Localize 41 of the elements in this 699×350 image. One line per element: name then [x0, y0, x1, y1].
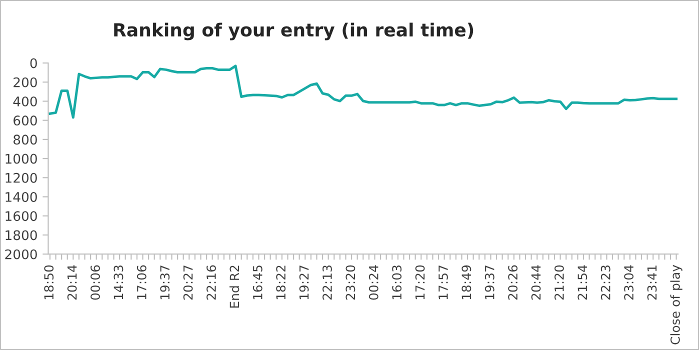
chart-title: Ranking of your entry (in real time) — [114, 22, 474, 40]
line-series — [48, 64, 678, 119]
x-tick-label: 17:20 — [415, 265, 425, 300]
y-tick-label: 0 — [30, 58, 37, 68]
x-tick-label: 00:06 — [90, 265, 100, 300]
x-tick-label: 19:27 — [299, 266, 309, 300]
x-tick-label: 00:24 — [368, 265, 378, 300]
x-tick-label: 18:50 — [44, 265, 54, 300]
x-tick-label: 20:14 — [67, 265, 77, 300]
x-tick-label: 23:20 — [346, 265, 356, 300]
y-tick-label: 1000 — [6, 154, 37, 164]
x-tick-label: 20:27 — [183, 266, 193, 300]
x-tick-label: 18:22 — [276, 266, 286, 300]
x-tick-label: 19:37 — [160, 266, 170, 300]
y-tick-label: 1400 — [6, 192, 37, 202]
y-tick-label: 1200 — [6, 172, 37, 183]
x-tick-label: 19:37 — [484, 266, 494, 300]
y-tick-label: 2000 — [5, 249, 37, 260]
y-tick-label: 1600 — [6, 211, 37, 222]
x-tick-label: 16:45 — [252, 266, 262, 300]
x-tick-label: 21:54 — [578, 265, 588, 300]
y-tick-label: 1800 — [6, 230, 37, 240]
x-tick-label: 14:33 — [114, 266, 124, 300]
x-tick-label: 21:20 — [554, 265, 564, 300]
y-tick-label: 800 — [14, 134, 37, 145]
x-tick-label: 22:23 — [600, 266, 610, 300]
x-tick-label: 23:41 — [647, 266, 657, 300]
x-tick-label: 22:16 — [206, 265, 216, 300]
x-tick-label: 17:06 — [136, 265, 146, 300]
y-tick-label: 200 — [14, 77, 37, 88]
x-tick-label: 22:13 — [322, 266, 332, 300]
y-tick-label: 600 — [14, 116, 37, 126]
x-tick-label: 20:44 — [531, 265, 541, 300]
x-tick-label: 18:49 — [462, 265, 472, 300]
x-tick-label: End R2 — [230, 266, 240, 308]
x-tick-label: 17:57 — [438, 266, 448, 300]
x-tick-label: Close of play — [670, 264, 682, 344]
x-tick-label: 16:03 — [392, 266, 402, 300]
x-tick-label: 23:04 — [624, 265, 634, 300]
y-tick-label: 400 — [13, 96, 37, 106]
x-tick-label: 20:26 — [508, 265, 518, 300]
